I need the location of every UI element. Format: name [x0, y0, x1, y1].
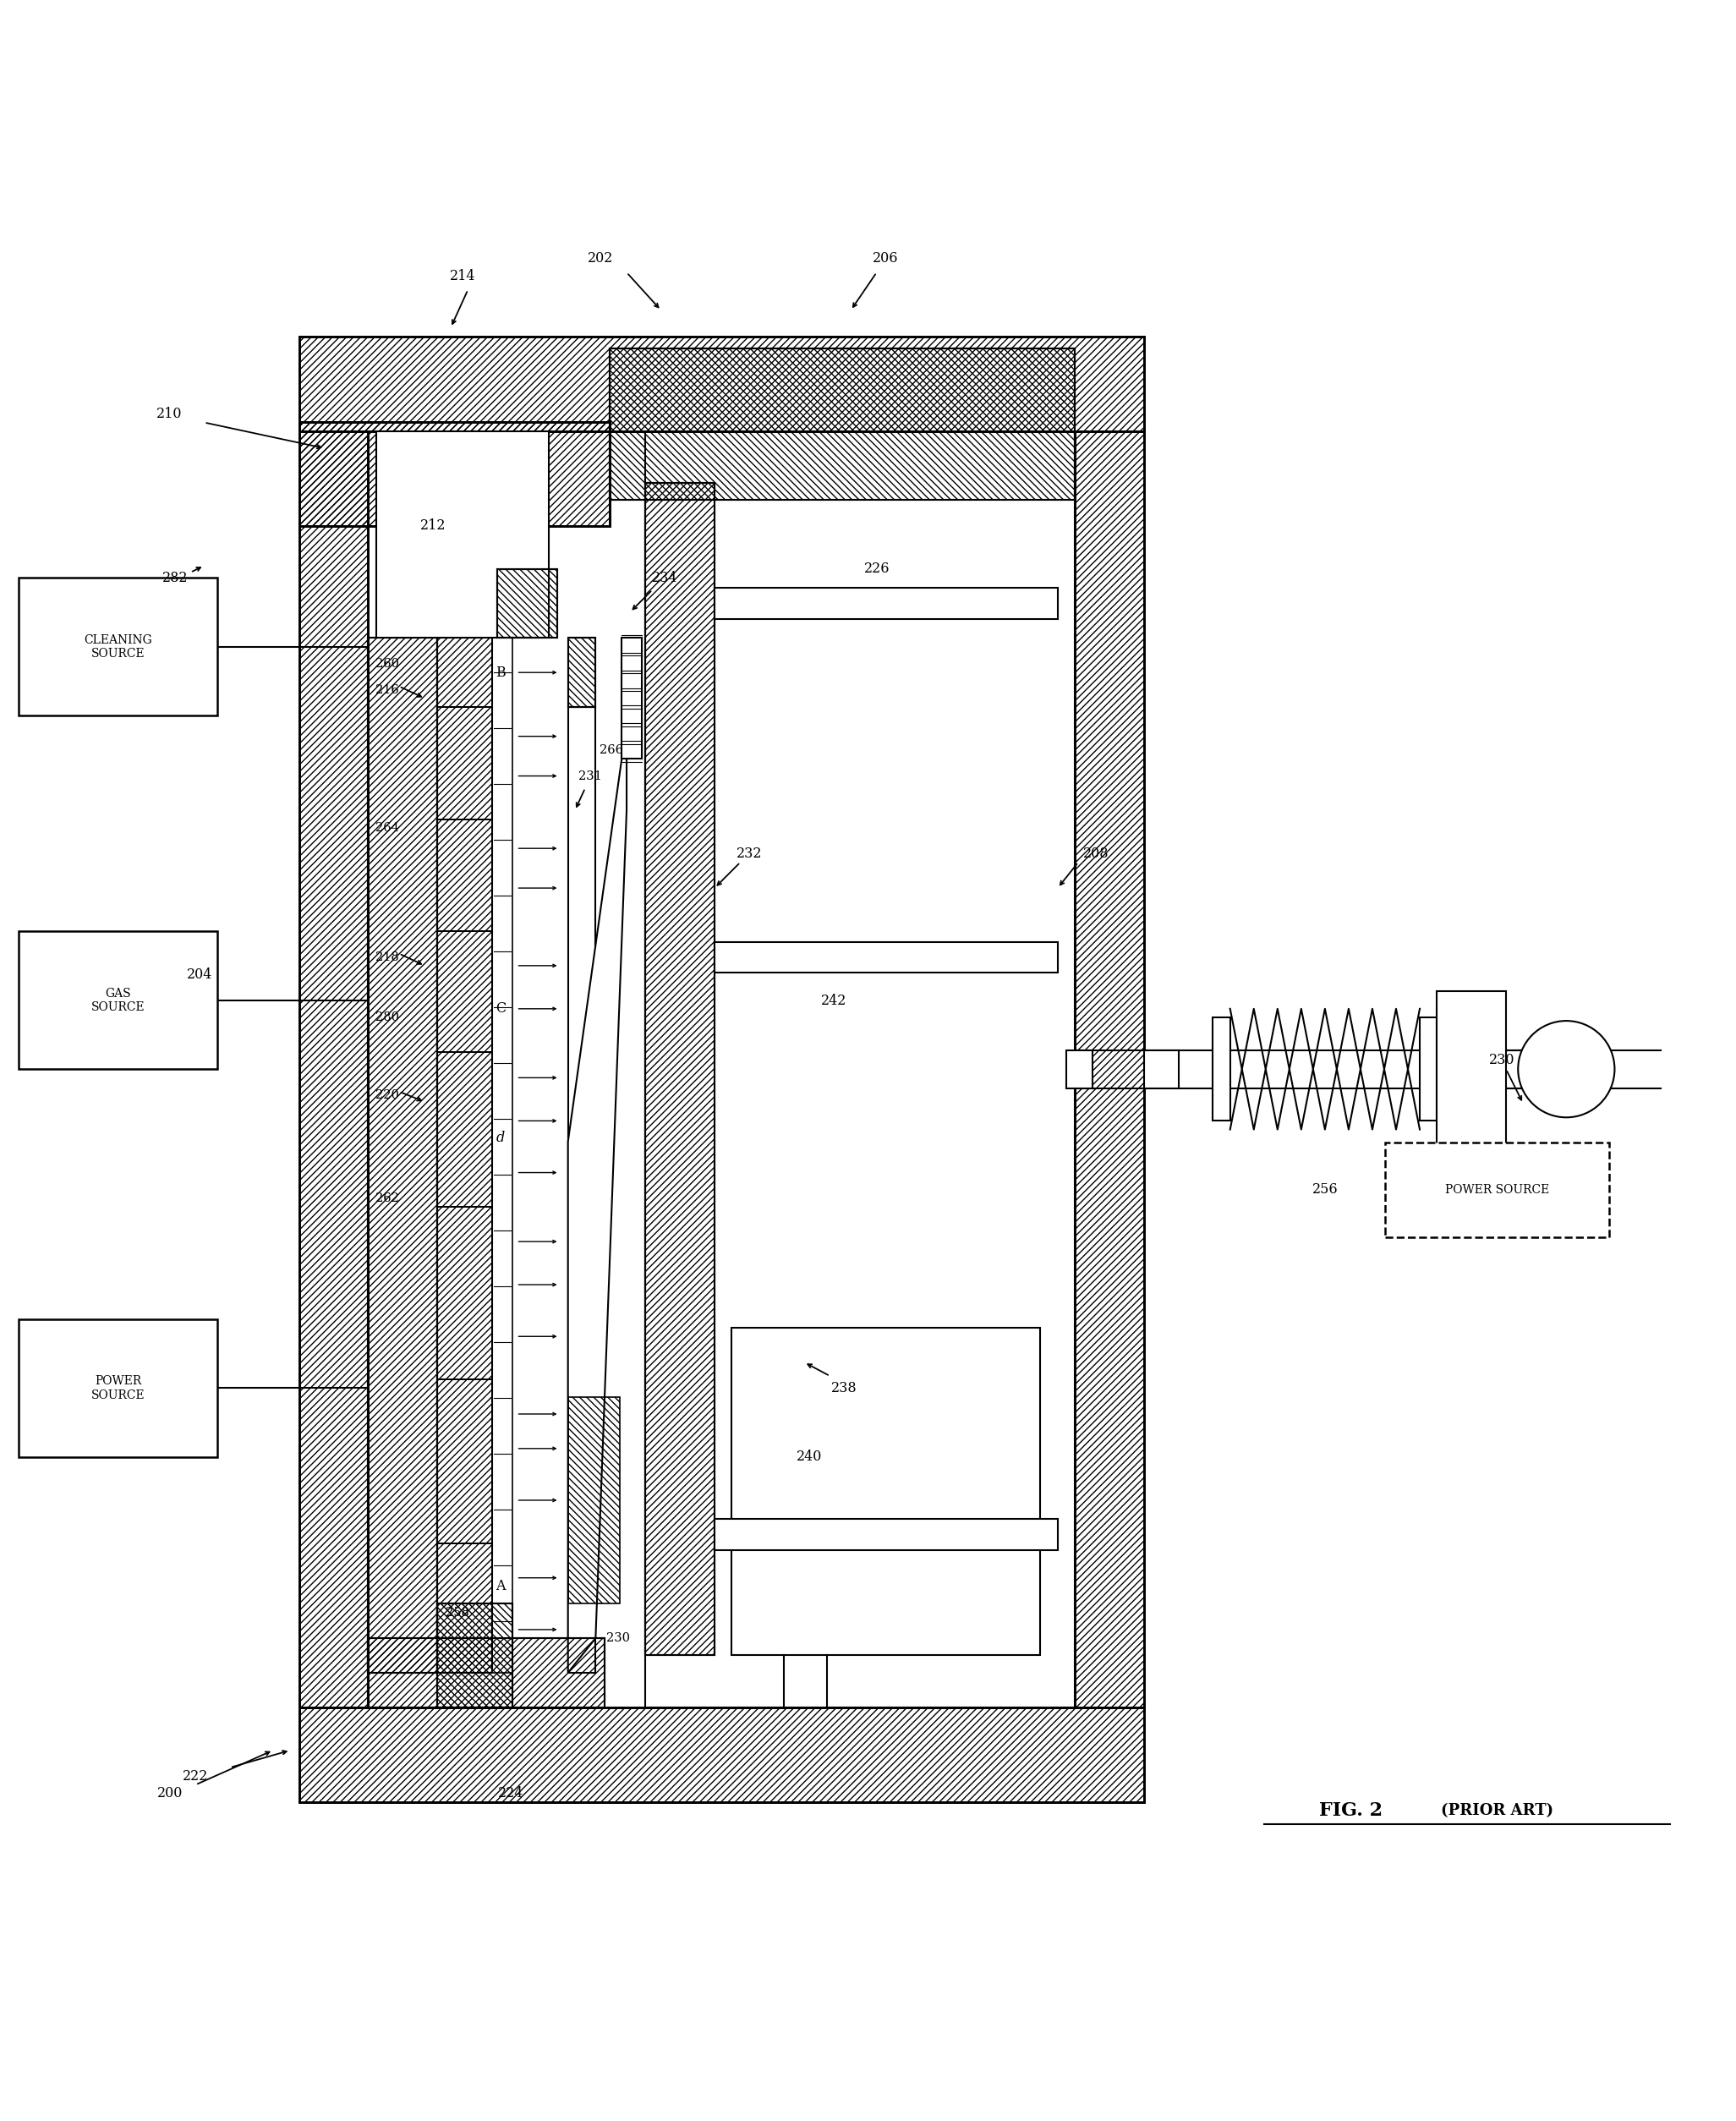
Bar: [568, 638, 595, 706]
Bar: [496, 568, 557, 638]
Bar: [1066, 1050, 1092, 1088]
Bar: [437, 1603, 512, 1707]
Text: 231: 231: [578, 770, 602, 783]
Bar: [1144, 1050, 1179, 1088]
FancyBboxPatch shape: [19, 931, 217, 1069]
Bar: [368, 638, 437, 1673]
Bar: [437, 1379, 491, 1544]
Text: CLEANING
SOURCE: CLEANING SOURCE: [83, 634, 153, 660]
Bar: [1437, 991, 1505, 1147]
Bar: [646, 431, 1075, 1707]
Bar: [646, 484, 715, 1654]
Text: 240: 240: [797, 1451, 823, 1463]
Bar: [299, 337, 1144, 431]
Bar: [437, 1207, 491, 1379]
Text: 232: 232: [736, 846, 762, 861]
Bar: [568, 638, 595, 706]
Bar: [491, 638, 512, 1673]
Bar: [437, 931, 491, 1052]
Text: 214: 214: [450, 269, 476, 282]
Text: POWER
SOURCE: POWER SOURCE: [90, 1374, 144, 1400]
Text: 220: 220: [375, 1088, 399, 1101]
Bar: [299, 1707, 1144, 1803]
FancyBboxPatch shape: [19, 1319, 217, 1457]
Text: 204: 204: [187, 967, 212, 982]
Text: 222: 222: [182, 1769, 208, 1784]
Text: 280: 280: [375, 1012, 399, 1022]
Bar: [646, 484, 715, 1654]
Text: GAS
SOURCE: GAS SOURCE: [90, 988, 144, 1014]
Polygon shape: [568, 723, 627, 1673]
Text: 224: 224: [498, 1786, 524, 1801]
Bar: [609, 348, 1075, 501]
Text: 230: 230: [1489, 1054, 1514, 1067]
Bar: [437, 1544, 491, 1673]
Bar: [568, 706, 595, 1673]
Text: 226: 226: [865, 562, 889, 577]
Text: 218: 218: [375, 950, 399, 963]
Bar: [1213, 1018, 1231, 1120]
Bar: [299, 422, 609, 526]
Bar: [1075, 431, 1144, 1707]
Bar: [368, 638, 437, 1673]
Bar: [437, 1603, 512, 1707]
Bar: [299, 337, 1144, 431]
Text: 202: 202: [589, 252, 613, 265]
Bar: [368, 1637, 604, 1707]
Text: 256: 256: [1312, 1184, 1338, 1196]
Bar: [437, 1052, 491, 1207]
Text: d: d: [496, 1130, 505, 1145]
Text: A: A: [496, 1580, 505, 1593]
Bar: [437, 638, 491, 1673]
Bar: [368, 1637, 604, 1707]
Bar: [299, 431, 368, 1707]
Bar: [733, 1328, 1040, 1654]
Text: 210: 210: [156, 407, 182, 420]
Text: FIG. 2: FIG. 2: [1319, 1801, 1382, 1820]
Text: 230: 230: [606, 1633, 630, 1644]
Bar: [437, 819, 491, 931]
FancyBboxPatch shape: [1385, 1143, 1609, 1237]
Text: 200: 200: [156, 1786, 182, 1801]
Text: POWER SOURCE: POWER SOURCE: [1446, 1184, 1550, 1196]
Text: 212: 212: [420, 520, 446, 532]
Bar: [437, 706, 491, 819]
Bar: [377, 431, 549, 638]
Bar: [715, 942, 1057, 974]
Bar: [1075, 431, 1144, 1707]
Text: 234: 234: [651, 571, 677, 585]
Text: (PRIOR ART): (PRIOR ART): [1441, 1803, 1554, 1818]
Text: B: B: [496, 666, 505, 679]
Text: 238: 238: [832, 1381, 858, 1396]
Bar: [609, 348, 1075, 501]
Text: 208: 208: [1083, 846, 1109, 861]
Bar: [715, 1519, 1057, 1550]
Text: 282: 282: [161, 571, 187, 585]
Text: 216: 216: [375, 683, 399, 696]
Bar: [621, 638, 642, 759]
Bar: [715, 588, 1057, 619]
FancyBboxPatch shape: [19, 577, 217, 715]
Text: 264: 264: [375, 821, 399, 834]
Text: C: C: [495, 1001, 505, 1016]
Bar: [568, 1398, 620, 1603]
Text: 206: 206: [873, 252, 898, 265]
Bar: [1420, 1018, 1437, 1120]
Bar: [299, 422, 609, 526]
Bar: [299, 1707, 1144, 1803]
Text: 242: 242: [821, 993, 847, 1007]
Circle shape: [1517, 1020, 1614, 1118]
Bar: [496, 568, 557, 638]
Text: 258: 258: [446, 1606, 469, 1618]
Text: 266: 266: [599, 744, 623, 755]
Text: 260: 260: [375, 658, 399, 670]
Text: 262: 262: [375, 1192, 399, 1205]
Bar: [437, 638, 491, 706]
Bar: [299, 431, 368, 1707]
